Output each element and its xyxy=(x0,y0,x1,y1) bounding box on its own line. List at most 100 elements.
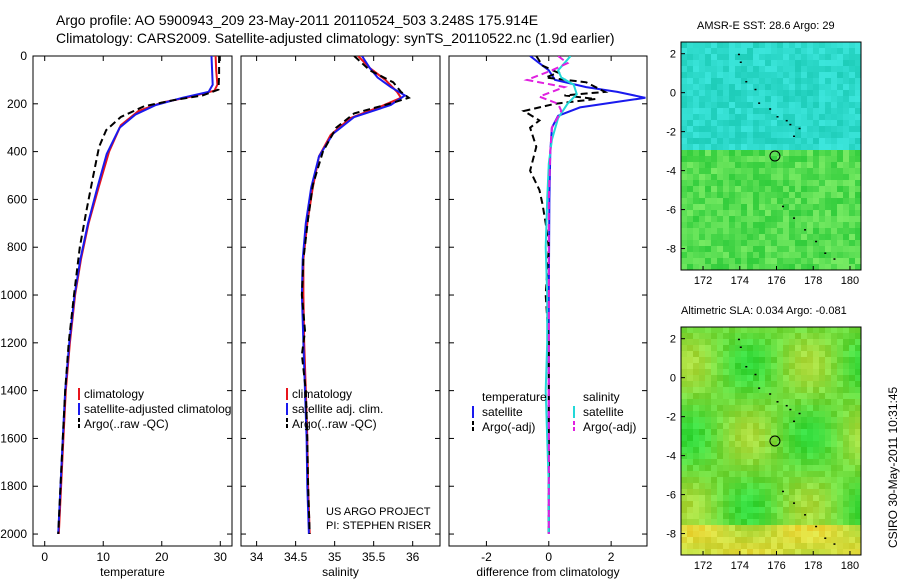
x-tick-label: 34 xyxy=(250,550,264,564)
heatmap-cell xyxy=(801,477,808,484)
heatmap-cell xyxy=(765,387,772,394)
heatmap-cell xyxy=(699,78,706,85)
heatmap-cell xyxy=(801,405,808,412)
heatmap-cell xyxy=(843,327,850,334)
legend-label: satellite xyxy=(482,405,523,419)
heatmap-cell xyxy=(819,351,826,358)
heatmap-cell xyxy=(693,447,700,454)
x-tick-label: 2 xyxy=(608,550,615,564)
heatmap-cell xyxy=(687,216,694,223)
heatmap-cell xyxy=(765,66,772,73)
heatmap-cell xyxy=(801,42,808,49)
heatmap-cell xyxy=(735,483,742,490)
heatmap-cell xyxy=(819,180,826,187)
heatmap-cell xyxy=(741,186,748,193)
heatmap-cell xyxy=(759,240,766,247)
heatmap-cell xyxy=(711,192,718,199)
heatmap-cell xyxy=(837,216,844,223)
heatmap-cell xyxy=(687,258,694,265)
heatmap-cell xyxy=(777,264,784,271)
heatmap-cell xyxy=(837,375,844,382)
heatmap-cell xyxy=(723,381,730,388)
heatmap-cell xyxy=(837,507,844,514)
heatmap-cell xyxy=(717,351,724,358)
heatmap-cell xyxy=(807,222,814,229)
heatmap-cell xyxy=(849,84,856,91)
heatmap-cell xyxy=(789,168,796,175)
heatmap-cell xyxy=(789,78,796,85)
heatmap-cell xyxy=(729,399,736,406)
heatmap-cell xyxy=(807,501,814,508)
heatmap-cell xyxy=(837,537,844,544)
heatmap-cell xyxy=(807,519,814,526)
heatmap-cell xyxy=(681,363,688,370)
heatmap-cell xyxy=(771,357,778,364)
heatmap-cell xyxy=(843,138,850,145)
heatmap-cell xyxy=(699,96,706,103)
heatmap-cell xyxy=(819,375,826,382)
heatmap-cell xyxy=(765,72,772,79)
heatmap-cell xyxy=(837,102,844,109)
heatmap-cell xyxy=(759,459,766,466)
heatmap-cell xyxy=(759,126,766,133)
heatmap-cell xyxy=(747,459,754,466)
heatmap-cell xyxy=(711,459,718,466)
heatmap-cell xyxy=(819,132,826,139)
heatmap-cell xyxy=(777,441,784,448)
heatmap-cell xyxy=(693,531,700,538)
heatmap-cell xyxy=(687,174,694,181)
heatmap-cell xyxy=(849,252,856,259)
heatmap-cell xyxy=(843,435,850,442)
heatmap-cell xyxy=(747,198,754,205)
island-dot xyxy=(782,205,785,208)
heatmap-cell xyxy=(807,192,814,199)
heatmap-cell xyxy=(801,471,808,478)
heatmap-cell xyxy=(777,423,784,430)
heatmap-cell xyxy=(759,258,766,265)
heatmap-cell xyxy=(831,126,838,133)
heatmap-cell xyxy=(759,138,766,145)
heatmap-cell xyxy=(765,150,772,157)
heatmap-cell xyxy=(783,168,790,175)
heatmap-cell xyxy=(849,507,856,514)
heatmap-cell xyxy=(759,543,766,550)
heatmap-cell xyxy=(783,537,790,544)
heatmap-cell xyxy=(795,210,802,217)
heatmap-cell xyxy=(855,459,862,466)
heatmap-cell xyxy=(705,264,712,271)
island-dot xyxy=(789,408,792,411)
heatmap-cell xyxy=(759,264,766,271)
heatmap-cell xyxy=(759,471,766,478)
heatmap-cell xyxy=(735,489,742,496)
heatmap-cell xyxy=(777,447,784,454)
heatmap-cell xyxy=(813,399,820,406)
heatmap-cell xyxy=(855,531,862,538)
heatmap-cell xyxy=(813,525,820,532)
heatmap-cell xyxy=(741,84,748,91)
heatmap-cell xyxy=(747,192,754,199)
heatmap-cell xyxy=(771,453,778,460)
heatmap-cell xyxy=(819,84,826,91)
heatmap-cell xyxy=(849,138,856,145)
heatmap-cell xyxy=(747,108,754,115)
heatmap-cell xyxy=(807,441,814,448)
heatmap-cell xyxy=(789,375,796,382)
heatmap-cell xyxy=(747,234,754,241)
heatmap-cell xyxy=(705,531,712,538)
heatmap-cell xyxy=(771,144,778,151)
heatmap-cell xyxy=(735,78,742,85)
heatmap-cell xyxy=(753,459,760,466)
heatmap-cell xyxy=(687,399,694,406)
heatmap-cell xyxy=(747,513,754,520)
heatmap-cell xyxy=(807,453,814,460)
heatmap-cell xyxy=(741,54,748,61)
heatmap-cell xyxy=(855,60,862,67)
heatmap-cell xyxy=(687,60,694,67)
heatmap-cell xyxy=(771,240,778,247)
heatmap-cell xyxy=(765,513,772,520)
heatmap-cell xyxy=(735,531,742,538)
heatmap-cell xyxy=(825,264,832,271)
heatmap-cell xyxy=(723,525,730,532)
heatmap-cell xyxy=(825,549,832,556)
heatmap-cell xyxy=(765,363,772,370)
